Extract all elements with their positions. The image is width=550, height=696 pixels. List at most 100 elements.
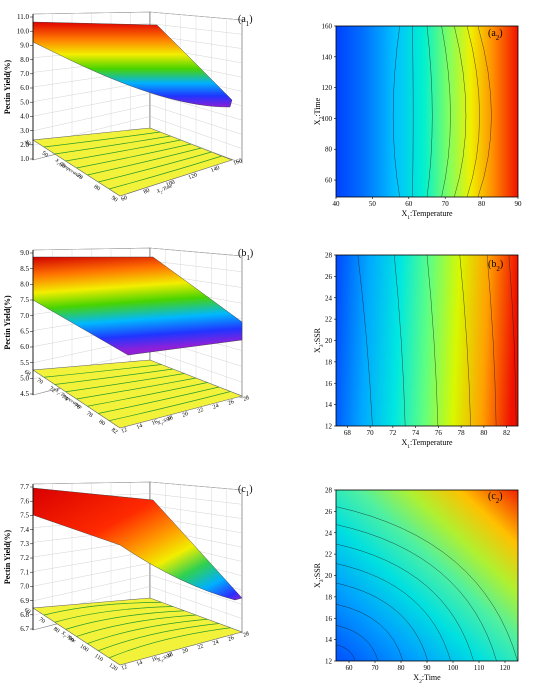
y-tick-label: 18 — [166, 652, 174, 660]
contour-line — [335, 625, 379, 662]
contour-line — [441, 25, 451, 198]
x-tick-label: 78 — [458, 429, 466, 437]
contour-line — [508, 254, 517, 427]
contour-line — [412, 25, 414, 198]
z-tick-label: 7.3 — [20, 540, 29, 548]
y-axis-label: X3:SSR — [313, 327, 325, 353]
y-tick-label: 20 — [325, 337, 333, 345]
y-tick-label: 60 — [121, 195, 129, 203]
z-tick-label: 9.0 — [20, 249, 29, 257]
y-tick-label: 12 — [121, 427, 129, 435]
x-tick-label: 76 — [435, 429, 443, 437]
contour-line — [335, 582, 428, 662]
z-tick-label: 7.0 — [20, 583, 29, 591]
y-tick-label: 14 — [325, 636, 333, 644]
y-tick-label: 80 — [143, 188, 151, 196]
y-tick-label: 28 — [325, 252, 333, 260]
y-axis-label: X3:SSR — [156, 416, 173, 427]
y-tick-label: 12 — [325, 658, 333, 666]
x-tick-label: 70 — [442, 200, 450, 208]
z-axis-label: Pectin Yield(%) — [3, 60, 12, 115]
y-tick-label: 16 — [151, 656, 159, 664]
x-tick-label: 80 — [480, 429, 488, 437]
x-axis-label: X1:Temperature — [401, 209, 453, 221]
y-tick-label: 14 — [325, 401, 333, 409]
z-tick-label: 7.4 — [20, 526, 29, 534]
z-tick-label: 7.0 — [20, 70, 29, 78]
y-tick-label: 18 — [325, 593, 333, 601]
y-tick-label: 140 — [322, 53, 333, 61]
z-tick-label: 7.0 — [20, 312, 29, 320]
y-tick-label: 26 — [325, 508, 333, 516]
floor-contour-line — [76, 614, 197, 637]
floor-contour-line — [54, 368, 174, 385]
floor-contour-line — [98, 623, 220, 652]
y-tick-label: 12 — [121, 664, 129, 672]
contour-line — [335, 524, 497, 662]
contour-line — [335, 543, 474, 662]
floor-contour-line — [54, 135, 171, 155]
contour-plot-a2 — [335, 25, 519, 198]
x-tick-label: 90 — [424, 664, 432, 672]
z-tick-label: 7.2 — [20, 554, 29, 562]
floor-contour-line — [65, 610, 185, 630]
x-tick-label: 70 — [75, 173, 83, 181]
floor-contour-line — [98, 386, 220, 414]
y-tick-label: 20 — [182, 411, 190, 419]
y-tick-label: 24 — [212, 403, 220, 411]
floor-contour-line — [65, 373, 185, 393]
floor-contour-line — [43, 601, 162, 616]
contour-line — [335, 644, 356, 662]
x-axis-label: X1:Temperature — [401, 438, 453, 450]
y-tick-label: 16 — [325, 380, 333, 388]
floor-contour-line — [87, 618, 208, 644]
y-tick-label: 14 — [136, 660, 144, 668]
x-tick-label: 60 — [58, 162, 66, 170]
z-tick-label: 3.0 — [20, 127, 29, 135]
y-tick-label: 22 — [197, 643, 205, 651]
y-tick-label: 12 — [325, 423, 333, 431]
y-tick-label: 26 — [227, 635, 235, 643]
y-tick-label: 14 — [136, 423, 144, 431]
panel-label-b1: (b1) — [238, 248, 253, 262]
contour-line — [486, 254, 497, 427]
floor-contour-line — [43, 364, 162, 378]
floor-contour-line — [109, 155, 222, 190]
x-tick-label: 68 — [23, 369, 31, 377]
x-tick-label: 60 — [346, 664, 354, 672]
z-tick-label: 5.0 — [20, 375, 29, 383]
contour-line — [426, 25, 433, 198]
z-tick-label: 7.7 — [20, 483, 29, 491]
y-tick-label: 140 — [210, 165, 221, 174]
panel-label-a1: (a1) — [238, 14, 253, 28]
x-tick-label: 50 — [40, 150, 48, 158]
y-tick-label: 28 — [243, 631, 251, 639]
x-tick-label: 90 — [515, 200, 523, 208]
floor-contour-line — [76, 143, 192, 169]
z-axis-label: Pectin Yield(%) — [3, 295, 12, 350]
z-tick-label: 6.0 — [20, 343, 29, 351]
z-tick-label: 8.0 — [20, 56, 29, 64]
y-tick-label: 160 — [233, 158, 244, 167]
x-tick-label: 50 — [369, 200, 377, 208]
floor-contour-line — [87, 382, 208, 407]
x-tick-label: 110 — [474, 664, 485, 672]
z-tick-label: 10.0 — [17, 27, 30, 35]
z-tick-label: 6.5 — [20, 328, 29, 336]
z-tick-label: 11.0 — [17, 13, 29, 21]
z-tick-label: 8.5 — [20, 265, 29, 273]
floor-contour-line — [76, 377, 197, 400]
y-tick-label: 24 — [325, 529, 333, 537]
z-tick-label: 6.9 — [20, 597, 29, 605]
contour-line — [357, 254, 373, 427]
x-tick-label: 70 — [35, 378, 43, 386]
y-tick-label: 22 — [325, 316, 333, 324]
y-axis-label: X3:SSR — [313, 562, 325, 588]
x-tick-label: 100 — [78, 644, 89, 654]
x-tick-label: 90 — [110, 195, 118, 203]
wall-gridline — [32, 247, 151, 251]
response-surface — [32, 487, 243, 601]
y-tick-label: 100 — [165, 180, 176, 189]
y-tick-label: 18 — [325, 358, 333, 366]
